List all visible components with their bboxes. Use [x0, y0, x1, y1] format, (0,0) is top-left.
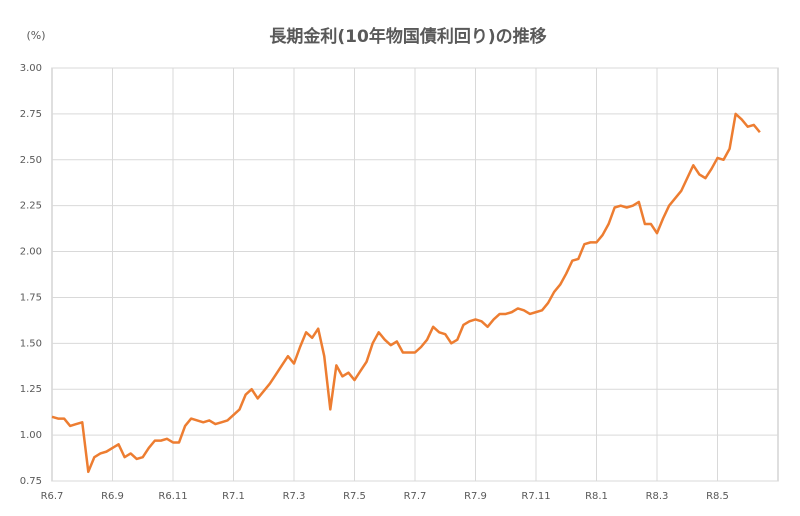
- y-tick-label: 0.75: [20, 476, 42, 487]
- y-tick-label: 2.25: [20, 201, 42, 212]
- y-tick-label: 2.50: [20, 155, 42, 166]
- y-tick-label: 1.25: [20, 384, 42, 395]
- line-series: [51, 112, 761, 474]
- x-tick-label: R6.9: [101, 491, 124, 502]
- x-tick-label: R7.9: [464, 491, 487, 502]
- x-tick-label: R8.5: [706, 491, 729, 502]
- x-tick-label: R7.7: [404, 491, 427, 502]
- y-tick-label: 2.00: [20, 247, 42, 258]
- y-tick-label: 2.75: [20, 109, 42, 120]
- y-tick-label: 1.00: [20, 430, 42, 441]
- x-tick-label: R8.3: [646, 491, 669, 502]
- y-tick-label: 3.00: [20, 63, 42, 74]
- x-tick-label: R7.3: [283, 491, 306, 502]
- x-tick-label: R7.5: [343, 491, 366, 502]
- x-tick-label: R7.1: [222, 491, 245, 502]
- x-tick-label: R6.7: [41, 491, 64, 502]
- y-tick-label: 1.75: [20, 292, 42, 303]
- x-tick-label: R8.1: [585, 491, 608, 502]
- x-tick-label: R6.11: [158, 491, 187, 502]
- x-tick-label: R7.11: [521, 491, 550, 502]
- y-tick-label: 1.50: [20, 338, 42, 349]
- chart-title: 長期金利(10年物国債利回り)の推移: [269, 26, 546, 47]
- y-unit: (%): [26, 29, 45, 42]
